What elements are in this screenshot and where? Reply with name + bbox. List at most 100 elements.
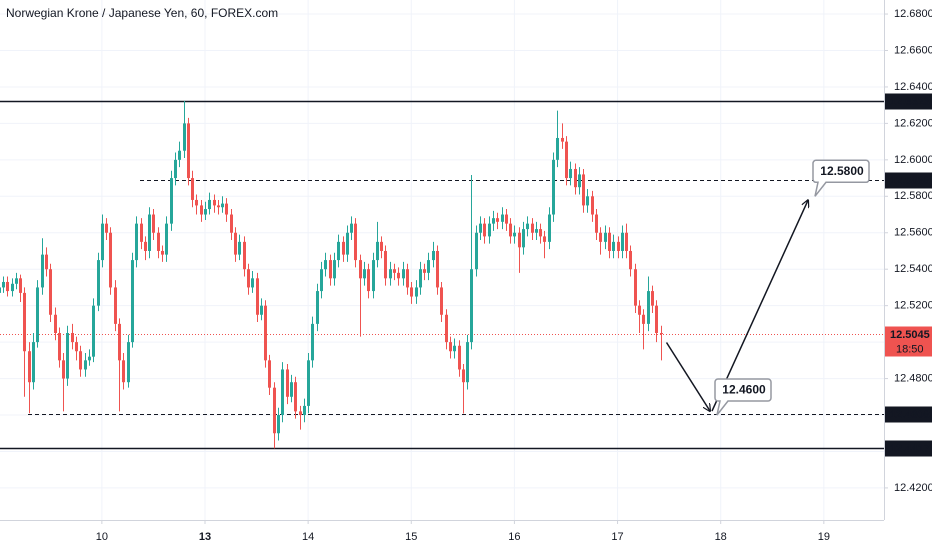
candle-body [402,269,405,279]
candle-body [28,351,31,383]
candle-body [45,254,48,270]
candle-body [187,123,190,179]
candle-body [595,214,598,233]
candle-body [109,232,112,288]
candle-body [148,214,151,251]
candle-body [268,360,271,388]
candle-body [41,254,44,288]
candle-body [105,223,108,233]
current-price-label: 12.5045 [890,329,930,341]
level-label: 12.6323 [890,96,930,108]
candle-body [380,241,383,251]
candle-body [445,314,448,343]
candle-body [569,168,572,179]
level-label: 12.4608 [890,409,930,421]
candle-body [638,305,641,315]
candle-body [458,345,461,370]
candle-body [582,174,585,206]
callout-label: 12.5800 [820,164,864,178]
candle-body [449,342,452,352]
candle-body [642,314,645,324]
candle-body [221,203,224,208]
candle-body [556,137,559,160]
candle-body [436,250,439,288]
candle-body [629,250,632,270]
x-tick-label: 13 [199,531,211,543]
candle-body [88,356,91,361]
candle-body [427,260,430,273]
x-tick-label: 19 [818,531,830,543]
candle-body [561,137,564,142]
candle-body [243,241,246,270]
candle-body [2,281,5,288]
candle-body [367,269,370,292]
candle-body [496,218,499,222]
candle-body [114,287,117,324]
candle-body [333,260,336,279]
y-tick-label: 12.5400 [894,263,932,275]
candle-body [127,342,130,383]
candle-body [483,223,486,237]
candle-body [501,214,504,222]
arrow [711,200,808,412]
candle-body [470,269,473,343]
candle-body [578,174,581,188]
price-labels: 12.6323 12.5888 12.4608 12.4417 12.5045 18:50 [885,93,932,457]
candle-body [15,278,18,284]
candle-body [247,269,250,288]
candle-body [513,232,516,237]
candle-body [522,229,525,248]
callout-box [714,378,772,416]
candle-body [539,229,542,237]
candle-body [621,232,624,251]
candle-body [316,291,319,324]
candle-body [372,260,375,292]
candle-body [505,214,508,224]
overlay: 12.4600 12.5800 [665,159,870,416]
candle-body [290,382,293,397]
level-label-box [885,440,932,457]
candle-body [23,292,26,352]
candle-body [488,223,491,237]
y-tick-label: 12.5800 [894,190,932,202]
candle-body [178,150,181,160]
candle-body [625,232,628,251]
candle-body [655,305,658,333]
candle-body [0,287,1,293]
candle-body [354,223,357,261]
candle-body [591,196,594,215]
candle-body [599,232,602,242]
candle-body [350,223,353,233]
candle-body [277,415,280,434]
candle-body [66,332,69,379]
candle-body [432,250,435,261]
candle-body [213,199,216,206]
candle-body [144,241,147,251]
candle-body [54,314,57,333]
x-tick-label: 14 [302,531,314,543]
candle-body [234,232,237,255]
candle-body [311,323,314,361]
candle-body [165,223,168,255]
candle-body [342,241,345,255]
candle-body [11,283,14,292]
y-tick-label: 12.4800 [894,372,932,384]
candle-body [191,178,194,200]
level-label: 12.4417 [890,443,930,455]
candle-body [19,278,22,293]
candle-body [479,223,482,233]
candle-body [634,269,637,306]
candle-body [286,369,289,397]
candle-body [359,260,362,279]
candle-body [122,360,125,383]
candle-body [346,232,349,255]
grid [0,0,884,520]
levels [0,100,884,450]
y-tick-label: 12.6800 [894,8,932,20]
candle-body [238,241,241,255]
candle-body [281,369,284,416]
candle-body [208,199,211,210]
candle-body [552,159,555,215]
candle-body [660,332,663,334]
